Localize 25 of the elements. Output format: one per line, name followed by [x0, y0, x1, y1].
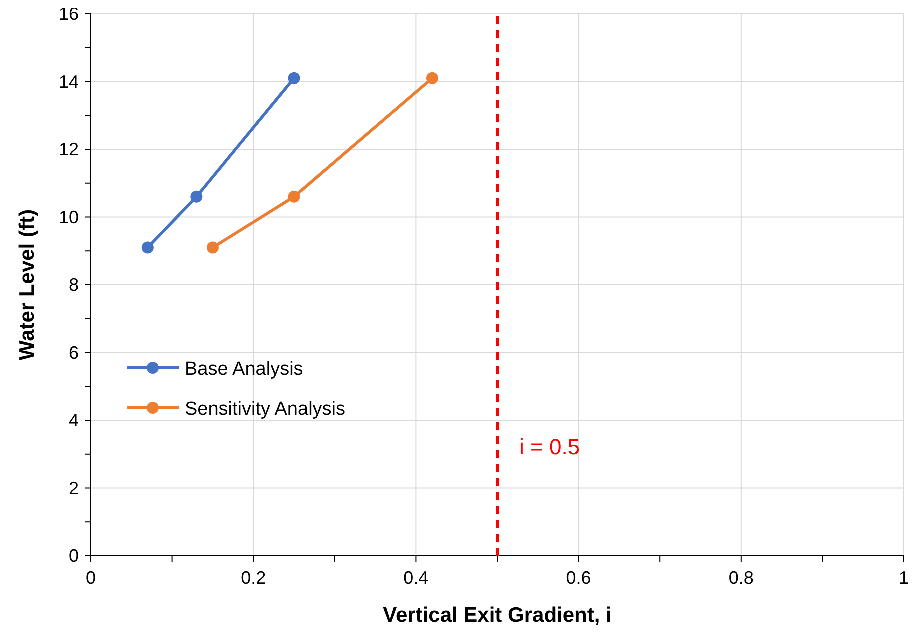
- legend-label: Sensitivity Analysis: [185, 399, 346, 420]
- y-tick-label: 12: [58, 140, 79, 160]
- y-axis-title: Water Level (ft): [16, 210, 39, 360]
- point: [206, 242, 219, 254]
- y-tick-label: 4: [68, 410, 79, 430]
- x-tick-label: 0.4: [404, 568, 429, 588]
- x-tick-label: 0.2: [241, 568, 266, 588]
- y-tick-label: 14: [58, 72, 79, 92]
- y-tick-label: 10: [58, 207, 79, 228]
- y-tick-label: 2: [68, 478, 79, 498]
- point: [190, 190, 203, 203]
- ref-line-label: i = 0.5: [520, 434, 580, 460]
- point: [288, 190, 300, 203]
- legend-label: Base Analysis: [185, 359, 304, 380]
- x-tick-label: 1: [898, 568, 910, 588]
- x-tick-label: 0.6: [566, 568, 592, 588]
- y-tick-label: 0: [68, 546, 79, 566]
- y-tick-label: 6: [68, 342, 79, 363]
- point: [426, 72, 438, 84]
- x-axis-title: Vertical Exit Gradient, i: [383, 604, 612, 627]
- point: [142, 242, 154, 254]
- point: [288, 72, 300, 84]
- x-tick-label: 0: [86, 568, 96, 588]
- x-tick-label: 0.8: [728, 568, 754, 588]
- y-tick-label: 8: [68, 275, 79, 295]
